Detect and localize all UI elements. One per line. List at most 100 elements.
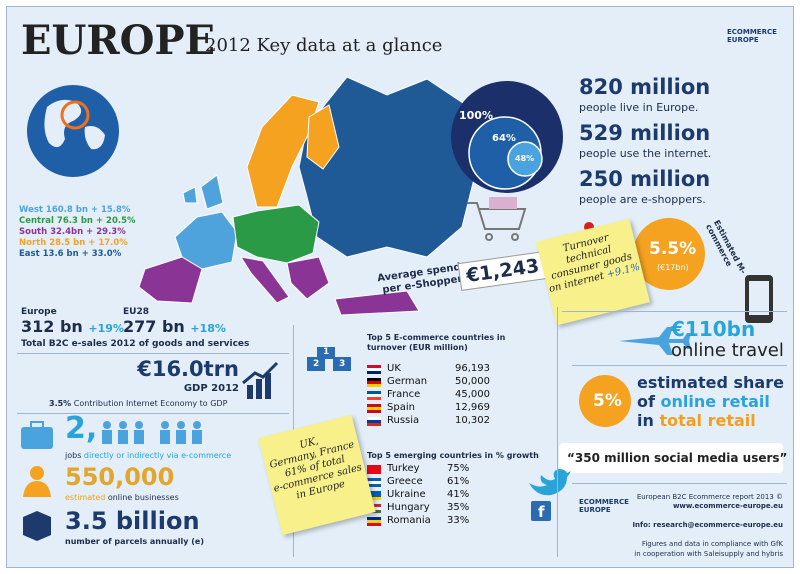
globe bbox=[27, 85, 119, 177]
country-value: 50,000 bbox=[455, 376, 490, 387]
decoration bbox=[307, 357, 325, 371]
decoration bbox=[192, 430, 202, 444]
flag-stripe bbox=[367, 404, 381, 407]
logo-line: EUROPE bbox=[579, 505, 611, 514]
country: Greece bbox=[387, 476, 423, 487]
footer: European B2C Ecommerce report 2013 © www… bbox=[632, 493, 783, 559]
jobs-word: directly or indirectly via e-commerce bbox=[83, 451, 232, 460]
logo: ECOMMERCE EUROPE bbox=[727, 28, 777, 44]
decoration bbox=[247, 385, 253, 399]
country: Hungary bbox=[387, 502, 430, 513]
population-text: people use the internet. bbox=[579, 147, 712, 160]
country-value: 96,193 bbox=[455, 363, 490, 374]
business-word: estimated bbox=[65, 493, 106, 502]
flag-stripe bbox=[367, 410, 381, 413]
decoration bbox=[317, 347, 335, 359]
decoration bbox=[119, 421, 127, 429]
plane-icon bbox=[619, 327, 691, 355]
travel-value: €110bn bbox=[671, 317, 756, 341]
divider bbox=[17, 413, 289, 414]
decoration bbox=[333, 357, 351, 371]
country: UK bbox=[387, 363, 401, 374]
country-value: 41% bbox=[447, 489, 470, 500]
retail-text: estimated share of online retail in tota… bbox=[637, 373, 784, 430]
people-icons bbox=[102, 421, 202, 444]
venn-label: 100% bbox=[459, 109, 493, 122]
divider bbox=[572, 365, 787, 366]
flag-stripe bbox=[367, 365, 381, 368]
mcommerce-share: 5.5% bbox=[649, 239, 697, 259]
footer-note: in cooperation with Saleisupply and hybr… bbox=[634, 549, 783, 558]
parcel-icon bbox=[23, 511, 51, 541]
flag-stripe bbox=[367, 371, 381, 374]
retail-line: estimated share bbox=[637, 373, 784, 392]
mcommerce-amount: (€17bn) bbox=[657, 263, 689, 272]
retail-word: in bbox=[637, 411, 654, 430]
country-value: 45,000 bbox=[455, 389, 490, 400]
country: Russia bbox=[387, 415, 420, 426]
map-region bbox=[286, 256, 330, 300]
population-value: 820 million bbox=[579, 75, 711, 99]
person-icon-head bbox=[30, 466, 44, 480]
flag bbox=[367, 417, 381, 426]
flag-stripe bbox=[367, 478, 381, 481]
growth-icon bbox=[242, 361, 279, 399]
facebook-f: f bbox=[538, 503, 545, 521]
country-value: 35% bbox=[447, 502, 470, 513]
note-text: Turnover technical consumer goods on int… bbox=[547, 232, 634, 295]
mcommerce-circle bbox=[633, 218, 705, 290]
briefcase-handle bbox=[30, 421, 44, 429]
b2c-amount: 312 bn bbox=[21, 317, 83, 336]
b2c-value: 312 bn +19% bbox=[21, 317, 124, 336]
travel-label: online travel bbox=[671, 340, 784, 361]
social-quote: “350 million social media users” bbox=[567, 451, 788, 465]
decoration bbox=[102, 430, 112, 444]
cart-icon bbox=[467, 202, 527, 241]
country: Ukraine bbox=[387, 489, 426, 500]
decoration bbox=[265, 373, 271, 399]
population-text: people are e-shoppers. bbox=[579, 193, 706, 206]
flag-stripe bbox=[367, 407, 381, 410]
footer-report: European B2C Ecommerce report 2013 © bbox=[636, 493, 783, 501]
jobs-value: 2, bbox=[65, 411, 98, 446]
flag-stripe bbox=[367, 384, 381, 387]
retail-word: total retail bbox=[659, 411, 756, 430]
divider bbox=[572, 483, 787, 484]
decoration bbox=[485, 233, 493, 241]
map-region bbox=[306, 104, 340, 170]
flag-stripe bbox=[367, 368, 381, 371]
footer-url: www.ecommerce-europe.eu bbox=[672, 502, 783, 511]
jobs-label: jobs directly or indirectly via e-commer… bbox=[65, 451, 231, 460]
flag-stripe bbox=[367, 484, 381, 487]
flag-stripe bbox=[367, 417, 381, 420]
subtitle: 2012 Key data at a glance bbox=[205, 35, 443, 56]
country-value: 75% bbox=[447, 463, 470, 474]
decoration bbox=[135, 421, 143, 429]
retail-word: of bbox=[637, 392, 655, 411]
population-text: people live in Europe. bbox=[579, 101, 699, 114]
decoration bbox=[242, 361, 279, 385]
map-region bbox=[200, 174, 224, 210]
map-region bbox=[182, 186, 198, 204]
flag bbox=[367, 517, 381, 526]
footer-note: Figures and data in compliance with GfK bbox=[641, 540, 783, 549]
population-value: 529 million bbox=[579, 121, 711, 145]
flag-stripe bbox=[367, 378, 381, 381]
b2c-growth: +18% bbox=[190, 322, 226, 335]
decoration bbox=[161, 421, 169, 429]
flag-stripe bbox=[367, 465, 381, 468]
retail-circle bbox=[579, 375, 631, 427]
podium-label: 3 bbox=[339, 359, 346, 369]
infographic: f EUROPE 2012 Key data at a glance ECOMM… bbox=[6, 6, 794, 568]
person-icon-body bbox=[23, 481, 51, 497]
top5-title: Top 5 E-commerce countries in turnover (… bbox=[367, 333, 506, 352]
decoration bbox=[193, 421, 201, 429]
decoration bbox=[134, 430, 144, 444]
map-region bbox=[239, 256, 290, 304]
decoration bbox=[511, 233, 519, 241]
country: Romania bbox=[387, 515, 431, 526]
flag-stripe bbox=[367, 397, 381, 400]
venn-inner bbox=[507, 141, 543, 177]
footer-info: Info: research@ecommerce-europe.eu bbox=[632, 521, 783, 530]
